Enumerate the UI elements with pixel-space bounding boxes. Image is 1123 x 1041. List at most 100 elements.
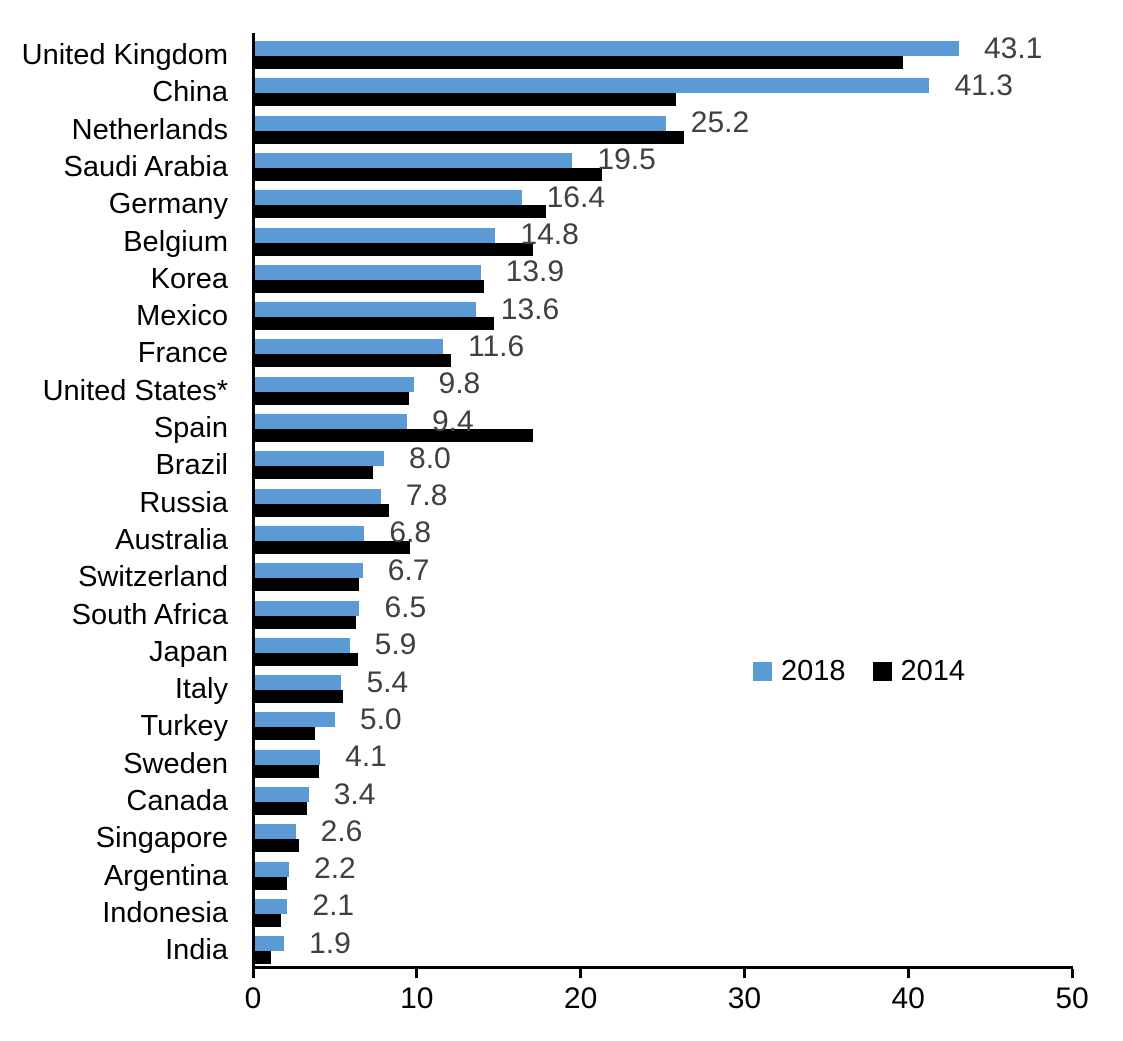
- category-label: United States*: [42, 374, 228, 407]
- bar-2018: [255, 152, 572, 168]
- x-tick: [1070, 969, 1074, 978]
- bar-2018: [255, 451, 384, 467]
- legend: 2018 2014: [753, 656, 965, 686]
- category-label: Japan: [148, 635, 228, 668]
- bar-2014: [255, 279, 484, 293]
- value-label: 43.1: [983, 31, 1043, 65]
- bar-2018: [255, 712, 335, 728]
- category-label: Russia: [139, 486, 228, 519]
- bar-2014: [255, 951, 271, 965]
- legend-swatch-2014: [872, 661, 892, 681]
- bar-2018: [255, 675, 341, 691]
- bar-2018: [255, 936, 284, 952]
- bar-2018: [255, 376, 414, 392]
- x-tick-label: 30: [727, 982, 762, 1015]
- x-tick-label: 50: [1055, 982, 1089, 1015]
- category-label: Canada: [126, 785, 228, 817]
- value-label: 6.8: [389, 516, 432, 550]
- category-label: Spain: [153, 412, 228, 444]
- x-tick: [251, 969, 255, 978]
- category-label: France: [137, 337, 228, 370]
- category-label: South Africa: [71, 598, 228, 631]
- bar-2014: [255, 391, 409, 405]
- bar-2014: [255, 540, 410, 554]
- value-label: 11.6: [468, 329, 525, 363]
- category-label: Sweden: [123, 747, 228, 780]
- category-label: Australia: [115, 523, 228, 556]
- bar-2014: [255, 93, 676, 107]
- value-label: 7.8: [405, 479, 448, 513]
- value-label: 4.1: [345, 740, 387, 774]
- x-tick: [906, 969, 910, 978]
- bar-2018: [255, 264, 481, 280]
- legend-item-2014: 2014: [872, 655, 966, 687]
- value-label: 2.2: [314, 852, 356, 886]
- bar-2018: [255, 488, 381, 504]
- value-label: 6.5: [384, 591, 427, 624]
- legend-label-2018: 2018: [781, 655, 846, 687]
- bar-2014: [255, 690, 343, 704]
- bar-2014: [255, 802, 307, 815]
- value-label: 16.4: [546, 180, 606, 214]
- bar-2018: [255, 861, 289, 877]
- category-label: Italy: [174, 673, 228, 706]
- value-label: 6.7: [387, 553, 430, 587]
- category-label: China: [152, 76, 228, 109]
- bar-2014: [255, 130, 684, 144]
- x-tick-label: 20: [563, 982, 598, 1015]
- category-label: Brazil: [155, 449, 228, 482]
- x-tick: [415, 969, 419, 978]
- value-label: 1.9: [309, 926, 351, 960]
- bar-2018: [255, 115, 666, 131]
- value-label: 5.0: [359, 702, 402, 736]
- category-label: Mexico: [136, 300, 228, 333]
- bar-2014: [255, 876, 287, 890]
- value-label: 9.8: [438, 367, 481, 401]
- value-label: 19.5: [597, 143, 656, 177]
- bar-2018: [255, 78, 929, 94]
- value-label: 8.0: [409, 441, 451, 475]
- bar-2014: [255, 167, 602, 181]
- x-tick: [742, 969, 746, 978]
- value-label: 5.4: [366, 665, 409, 699]
- x-tick-label: 10: [400, 982, 434, 1015]
- bar-2018: [255, 600, 359, 616]
- bar-2014: [255, 764, 319, 778]
- category-label: United Kingdom: [21, 39, 228, 71]
- bar-2014: [255, 429, 533, 442]
- category-label: Argentina: [103, 859, 228, 892]
- value-label: 2.6: [320, 814, 363, 848]
- value-label: 13.6: [500, 292, 560, 326]
- category-label: Belgium: [123, 225, 228, 258]
- category-label: Indonesia: [102, 896, 228, 929]
- category-label: Saudi Arabia: [63, 150, 228, 183]
- bar-2014: [255, 503, 389, 517]
- value-label: 5.9: [374, 628, 417, 662]
- bar-2018: [255, 563, 363, 579]
- x-tick: [579, 969, 583, 978]
- value-label: 41.3: [954, 68, 1013, 102]
- bar-2014: [255, 839, 299, 853]
- value-label: 9.4: [431, 404, 474, 438]
- category-label: Turkey: [140, 710, 228, 743]
- bar-2018: [255, 525, 364, 541]
- bar-2018: [255, 824, 296, 840]
- bar-2018: [255, 227, 495, 243]
- category-label: India: [165, 934, 228, 967]
- value-label: 3.4: [333, 777, 376, 811]
- category-label: Singapore: [95, 822, 228, 855]
- legend-item-2018: 2018: [753, 656, 846, 686]
- value-label: 25.2: [690, 106, 750, 140]
- bar-2014: [255, 615, 356, 629]
- bar-2018: [255, 898, 287, 914]
- bar-2018: [255, 637, 350, 653]
- bar-2014: [255, 652, 358, 666]
- value-label: 13.9: [505, 255, 565, 289]
- bar-2018: [255, 749, 320, 765]
- y-axis-line: [252, 33, 255, 969]
- bar-2018: [255, 339, 443, 355]
- bar-2014: [255, 578, 359, 592]
- legend-label-2014: 2014: [900, 655, 966, 687]
- bar-2018: [255, 302, 476, 318]
